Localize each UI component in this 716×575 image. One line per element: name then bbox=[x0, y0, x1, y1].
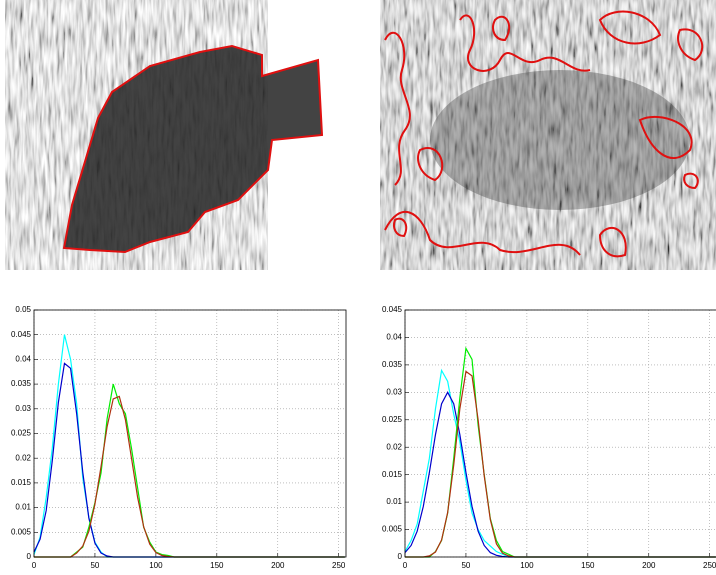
x-tick-label: 100 bbox=[520, 561, 534, 570]
shading bbox=[430, 70, 690, 210]
x-tick-label: 150 bbox=[581, 561, 595, 570]
y-tick-label: 0.03 bbox=[15, 404, 31, 413]
y-tick-label: 0.02 bbox=[386, 442, 402, 451]
y-tick-label: 0.01 bbox=[15, 503, 31, 512]
y-tick-label: 0.005 bbox=[11, 527, 32, 536]
y-tick-label: 0.005 bbox=[382, 525, 403, 534]
right-image bbox=[380, 0, 716, 270]
y-tick-label: 0.04 bbox=[386, 333, 402, 342]
y-tick-label: 0.045 bbox=[11, 330, 32, 339]
x-tick-label: 150 bbox=[210, 561, 224, 570]
y-tick-label: 0.025 bbox=[382, 415, 403, 424]
x-tick-label: 0 bbox=[32, 561, 37, 570]
contour bbox=[62, 44, 324, 254]
x-tick-label: 50 bbox=[461, 561, 470, 570]
y-tick-label: 0 bbox=[27, 552, 32, 561]
y-tick-label: 0.015 bbox=[11, 478, 32, 487]
x-tick-label: 200 bbox=[271, 561, 285, 570]
left-image bbox=[5, 0, 324, 270]
x-tick-label: 0 bbox=[403, 561, 408, 570]
x-tick-label: 250 bbox=[332, 561, 346, 570]
x-tick-label: 200 bbox=[642, 561, 656, 570]
contours bbox=[384, 10, 704, 258]
x-tick-label: 100 bbox=[149, 561, 163, 570]
axes-frame bbox=[33, 309, 347, 558]
y-tick-label: 0.035 bbox=[382, 360, 403, 369]
y-tick-label: 0.015 bbox=[382, 470, 403, 479]
x-tick-label: 50 bbox=[90, 561, 99, 570]
y-tick-label: 0.04 bbox=[15, 355, 31, 364]
y-tick-label: 0.045 bbox=[382, 305, 403, 314]
plot-area bbox=[405, 310, 716, 557]
y-tick-label: 0.025 bbox=[11, 429, 32, 438]
x-tick-label: 250 bbox=[703, 561, 716, 570]
y-tick-label: 0.03 bbox=[386, 387, 402, 396]
texture bbox=[380, 0, 716, 270]
y-tick-label: 0.05 bbox=[15, 305, 31, 314]
axes-frame bbox=[404, 309, 716, 558]
y-tick-label: 0.02 bbox=[15, 453, 31, 462]
y-tick-label: 0 bbox=[398, 552, 403, 561]
y-tick-label: 0.01 bbox=[386, 497, 402, 506]
y-tick-label: 0.035 bbox=[11, 379, 32, 388]
